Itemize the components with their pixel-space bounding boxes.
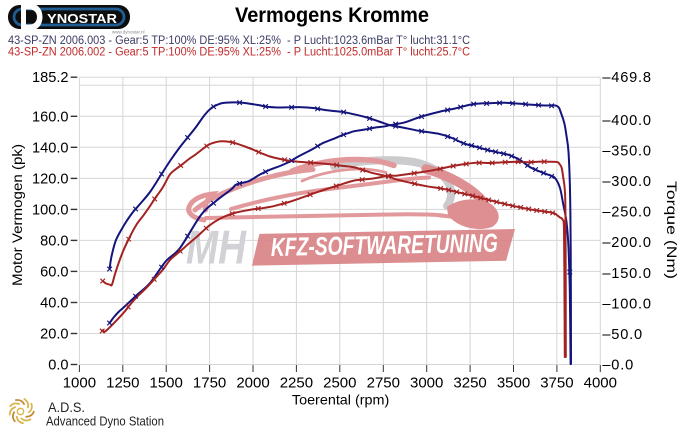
svg-text:43-SP-ZN 2006.003 - Gear:5 TP:: 43-SP-ZN 2006.003 - Gear:5 TP:100% DE:95… [8, 35, 470, 47]
svg-text:43-SP-ZN 2006.002 - Gear:5 TP:: 43-SP-ZN 2006.002 - Gear:5 TP:100% DE:95… [8, 47, 470, 59]
svg-text:20.0: 20.0 [40, 327, 68, 343]
svg-text:0.0: 0.0 [48, 358, 68, 374]
svg-text:–200.0: –200.0 [602, 235, 651, 251]
svg-text:–0.0: –0.0 [602, 358, 634, 374]
svg-text:1750: 1750 [193, 375, 226, 392]
svg-text:40.0: 40.0 [40, 296, 68, 312]
svg-text:185.2: 185.2 [32, 70, 69, 86]
svg-text:2500: 2500 [323, 375, 356, 392]
svg-text:MH: MH [186, 221, 247, 274]
svg-text:120.0: 120.0 [32, 171, 69, 187]
svg-text:60.0: 60.0 [40, 264, 68, 280]
svg-text:1000: 1000 [63, 375, 96, 392]
svg-text:2000: 2000 [236, 375, 269, 392]
svg-text:4000: 4000 [584, 375, 617, 392]
svg-text:140.0: 140.0 [32, 140, 69, 156]
svg-text:–350.0: –350.0 [602, 144, 651, 160]
svg-text:A.D.S.: A.D.S. [48, 399, 85, 415]
svg-text:–400.0: –400.0 [602, 113, 651, 129]
svg-text:1250: 1250 [106, 375, 139, 392]
svg-text:–469.8: –469.8 [602, 70, 651, 86]
svg-text:–150.0: –150.0 [602, 266, 651, 282]
svg-text:3750: 3750 [540, 375, 573, 392]
svg-text:–50.0: –50.0 [602, 327, 643, 343]
svg-text:1500: 1500 [150, 375, 183, 392]
svg-text:Motor Vermogen (pk): Motor Vermogen (pk) [9, 144, 25, 286]
svg-text:Torque (Nm): Torque (Nm) [664, 181, 680, 279]
svg-text:Toerental (rpm): Toerental (rpm) [292, 392, 389, 408]
svg-text:80.0: 80.0 [40, 233, 68, 249]
svg-text:2750: 2750 [367, 375, 400, 392]
svg-text:–300.0: –300.0 [602, 174, 651, 190]
svg-text:3500: 3500 [497, 375, 530, 392]
svg-text:www.dynostar.nl: www.dynostar.nl [112, 30, 145, 35]
svg-text:3250: 3250 [453, 375, 486, 392]
svg-text:Advanced Dyno Station: Advanced Dyno Station [46, 414, 164, 429]
svg-text:–250.0: –250.0 [602, 205, 651, 221]
svg-text:2250: 2250 [280, 375, 313, 392]
svg-text:YNOSTAR: YNOSTAR [47, 12, 117, 26]
svg-text:KFZ-SOFTWARETUNING: KFZ-SOFTWARETUNING [271, 228, 499, 262]
svg-text:Vermogens Kromme: Vermogens Kromme [235, 4, 429, 27]
svg-text:–100.0: –100.0 [602, 296, 651, 312]
svg-text:160.0: 160.0 [32, 109, 69, 125]
svg-text:100.0: 100.0 [32, 202, 69, 218]
svg-text:3000: 3000 [410, 375, 443, 392]
